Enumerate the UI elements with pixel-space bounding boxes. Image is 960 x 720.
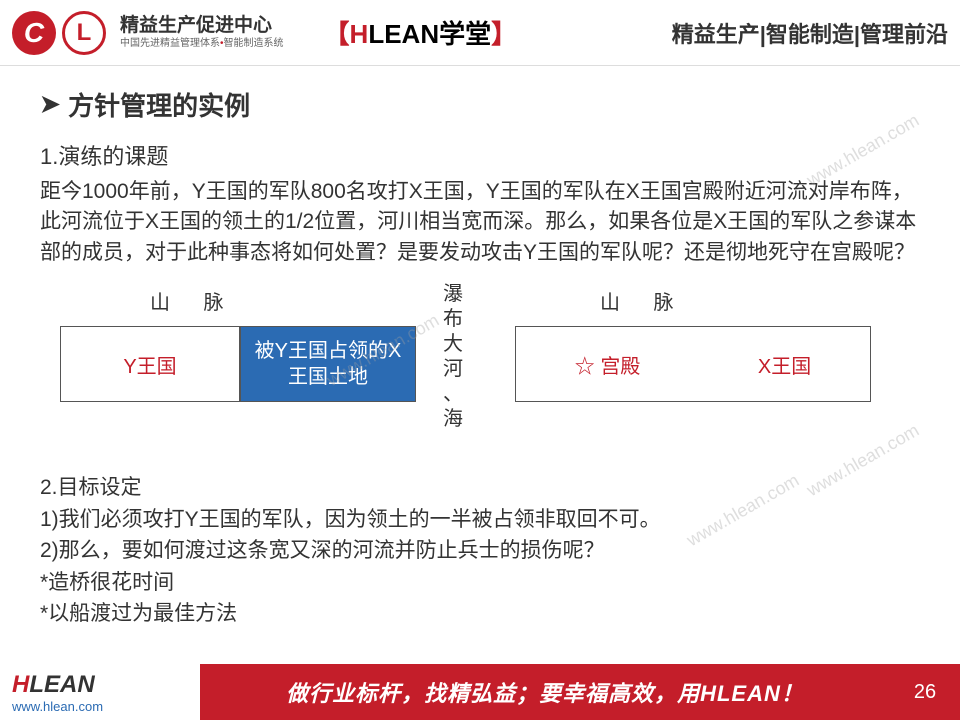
page-title: ➤ 方针管理的实例 — [40, 86, 920, 123]
palace-label: ☆ 宫殿 — [575, 350, 641, 379]
content: ➤ 方针管理的实例 1.演练的课题 距今1000年前，Y王国的军队800名攻打X… — [0, 66, 960, 640]
bracket-right: 】 — [491, 19, 517, 49]
title-text: 方针管理的实例 — [68, 86, 250, 123]
logo-block: C L 精益生产促进中心 中国先进精益管理体系•智能制造系统 — [12, 11, 284, 55]
section1-label: 1.演练的课题 — [40, 139, 920, 171]
section2: 2.目标设定 1)我们必须攻打Y王国的军队，因为领土的一半被占领非取回不可。 2… — [40, 472, 920, 630]
footer-url: www.hlean.com — [12, 699, 200, 714]
section2-note2: *以船渡过为最佳方法 — [40, 598, 920, 630]
section2-label: 2.目标设定 — [40, 472, 920, 504]
page-number: 26 — [890, 664, 960, 720]
section2-note1: *造桥很花时间 — [40, 567, 920, 599]
footer: HLEAN www.hlean.com 做行业标杆，找精弘益；要幸福高效，用HL… — [0, 664, 960, 720]
box-y-kingdom: Y王国 — [60, 326, 240, 402]
logo-sub-text: 中国先进精益管理体系•智能制造系统 — [120, 38, 284, 50]
bracket-left: 【 — [324, 19, 350, 49]
header: C L 精益生产促进中心 中国先进精益管理体系•智能制造系统 【HLEAN学堂】… — [0, 0, 960, 66]
hlean-lean: LEAN — [368, 19, 439, 49]
box-occupied: 被Y王国占领的X王国土地 — [240, 326, 416, 402]
section2-line1: 1)我们必须攻打Y王国的军队，因为领土的一半被占领非取回不可。 — [40, 504, 920, 536]
logo-c-icon: C — [12, 11, 56, 55]
footer-logo-h: H — [12, 671, 29, 698]
logo-main-text: 精益生产促进中心 — [120, 15, 284, 38]
mountain-right-label: 山 脉 — [600, 286, 688, 315]
footer-logo-lean: LEAN — [29, 671, 94, 698]
footer-slogan: 做行业标杆，找精弘益；要幸福高效，用HLEAN！ — [200, 664, 890, 720]
hlean-school: 学堂 — [439, 19, 491, 49]
section2-line2: 2)那么，要如何渡过这条宽又深的河流并防止兵士的损伤呢？ — [40, 535, 920, 567]
section1-body: 距今1000年前，Y王国的军队800名攻打X王国，Y王国的军队在X王国宫殿附近河… — [40, 177, 920, 268]
header-center: 【HLEAN学堂】 — [324, 14, 518, 51]
hlean-h: H — [350, 19, 369, 49]
header-right: 精益生产|智能制造|管理前沿 — [672, 17, 948, 49]
x-kingdom-label: X王国 — [758, 350, 811, 379]
river-label: 瀑布 大河 、海 — [440, 282, 466, 432]
box-x-kingdom: ☆ 宫殿 X王国 — [515, 326, 871, 402]
mountain-left-label: 山 脉 — [150, 286, 238, 315]
footer-left: HLEAN www.hlean.com — [0, 664, 200, 720]
arrow-icon: ➤ — [40, 90, 60, 119]
logo-l-icon: L — [62, 11, 106, 55]
logo-text: 精益生产促进中心 中国先进精益管理体系•智能制造系统 — [120, 15, 284, 50]
diagram: 山 脉 山 脉 瀑布 大河 、海 Y王国 被Y王国占领的X王国土地 ☆ 宫殿 X… — [40, 282, 920, 462]
footer-logo: HLEAN — [12, 671, 200, 699]
logo-sub-b: 智能制造系统 — [224, 38, 284, 49]
logo-sub-a: 中国先进精益管理体系 — [120, 38, 220, 49]
